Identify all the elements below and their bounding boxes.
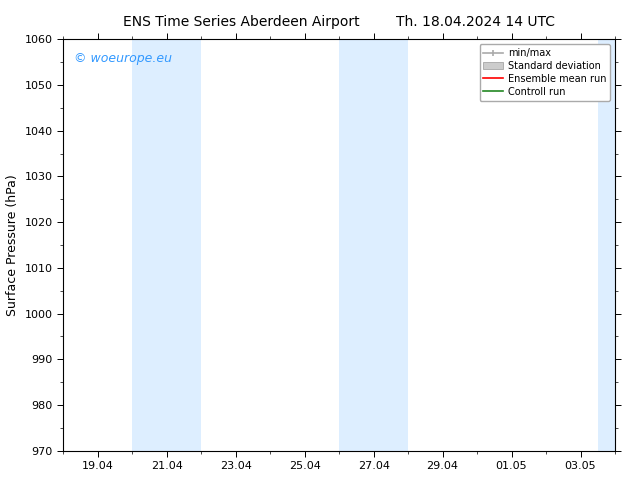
Bar — [339, 39, 408, 451]
Text: © woeurope.eu: © woeurope.eu — [74, 51, 172, 65]
Legend: min/max, Standard deviation, Ensemble mean run, Controll run: min/max, Standard deviation, Ensemble me… — [479, 44, 610, 100]
Bar — [133, 39, 202, 451]
Bar — [598, 39, 615, 451]
Y-axis label: Surface Pressure (hPa): Surface Pressure (hPa) — [6, 174, 19, 316]
Text: Th. 18.04.2024 14 UTC: Th. 18.04.2024 14 UTC — [396, 15, 555, 29]
Text: ENS Time Series Aberdeen Airport: ENS Time Series Aberdeen Airport — [122, 15, 359, 29]
